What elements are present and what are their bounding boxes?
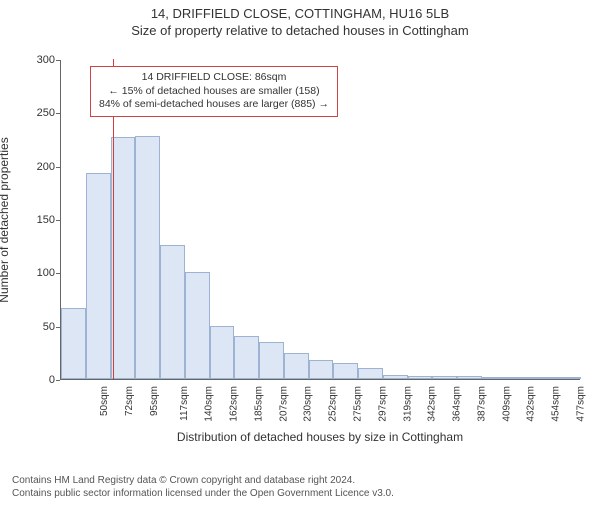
y-tick-label: 250	[0, 107, 55, 119]
page-subtitle: Size of property relative to detached ho…	[0, 23, 600, 38]
y-tick-mark	[56, 113, 60, 114]
y-tick-mark	[56, 60, 60, 61]
y-tick-mark	[56, 380, 60, 381]
x-tick-label: 252sqm	[328, 386, 339, 422]
footer: Contains HM Land Registry data © Crown c…	[12, 475, 394, 500]
x-tick-label: 432sqm	[526, 386, 537, 422]
histogram-bar	[408, 376, 433, 379]
footer-line-2: Contains public sector information licen…	[12, 488, 394, 501]
histogram-bar	[86, 173, 111, 379]
x-tick-label: 319sqm	[402, 386, 413, 422]
histogram-bar	[234, 336, 259, 379]
histogram-bar	[457, 376, 482, 379]
histogram-bar	[432, 376, 457, 379]
histogram-bar	[383, 375, 408, 379]
x-axis-label: Distribution of detached houses by size …	[60, 430, 580, 444]
x-tick-label: 387sqm	[476, 386, 487, 422]
x-tick-label: 162sqm	[229, 386, 240, 422]
histogram-bar	[507, 377, 532, 379]
page-title: 14, DRIFFIELD CLOSE, COTTINGHAM, HU16 5L…	[0, 6, 600, 21]
x-tick-label: 297sqm	[377, 386, 388, 422]
x-tick-label: 275sqm	[353, 386, 364, 422]
histogram-bar	[309, 360, 334, 379]
x-tick-label: 117sqm	[179, 386, 190, 421]
y-tick-mark	[56, 327, 60, 328]
info-line-3: 84% of semi-detached houses are larger (…	[99, 98, 329, 112]
y-tick-label: 100	[0, 267, 55, 279]
y-tick-label: 50	[0, 321, 55, 333]
histogram-bar	[531, 377, 556, 379]
histogram-bar	[135, 136, 160, 379]
x-tick-label: 230sqm	[303, 386, 314, 422]
x-tick-label: 342sqm	[427, 386, 438, 422]
histogram-bar	[160, 245, 185, 379]
x-tick-label: 207sqm	[278, 386, 289, 422]
info-line-1: 14 DRIFFIELD CLOSE: 86sqm	[99, 71, 329, 85]
histogram-bar	[482, 377, 507, 379]
y-tick-mark	[56, 273, 60, 274]
histogram-bar	[284, 353, 309, 379]
x-tick-label: 95sqm	[149, 386, 160, 416]
x-tick-label: 364sqm	[452, 386, 463, 422]
x-tick-label: 185sqm	[254, 386, 265, 422]
x-tick-label: 140sqm	[204, 386, 215, 422]
y-tick-label: 150	[0, 214, 55, 226]
histogram-bar	[259, 342, 284, 379]
y-tick-label: 300	[0, 54, 55, 66]
x-tick-label: 454sqm	[551, 386, 562, 422]
histogram-bar	[111, 137, 136, 379]
y-tick-label: 200	[0, 161, 55, 173]
info-box: 14 DRIFFIELD CLOSE: 86sqm ← 15% of detac…	[90, 66, 338, 117]
chart-container: Number of detached properties 0501001502…	[0, 50, 600, 440]
x-tick-label: 50sqm	[99, 386, 110, 416]
histogram-bar	[210, 326, 235, 379]
y-tick-label: 0	[0, 374, 55, 386]
info-line-2: ← 15% of detached houses are smaller (15…	[99, 85, 329, 99]
histogram-bar	[358, 368, 383, 379]
histogram-bar	[61, 308, 86, 379]
x-tick-label: 409sqm	[501, 386, 512, 422]
y-tick-mark	[56, 167, 60, 168]
histogram-bar	[185, 272, 210, 379]
histogram-bar	[556, 377, 581, 379]
x-tick-label: 72sqm	[124, 386, 135, 416]
footer-line-1: Contains HM Land Registry data © Crown c…	[12, 475, 394, 488]
y-tick-mark	[56, 220, 60, 221]
x-tick-label: 477sqm	[575, 386, 586, 422]
histogram-bar	[333, 363, 358, 379]
